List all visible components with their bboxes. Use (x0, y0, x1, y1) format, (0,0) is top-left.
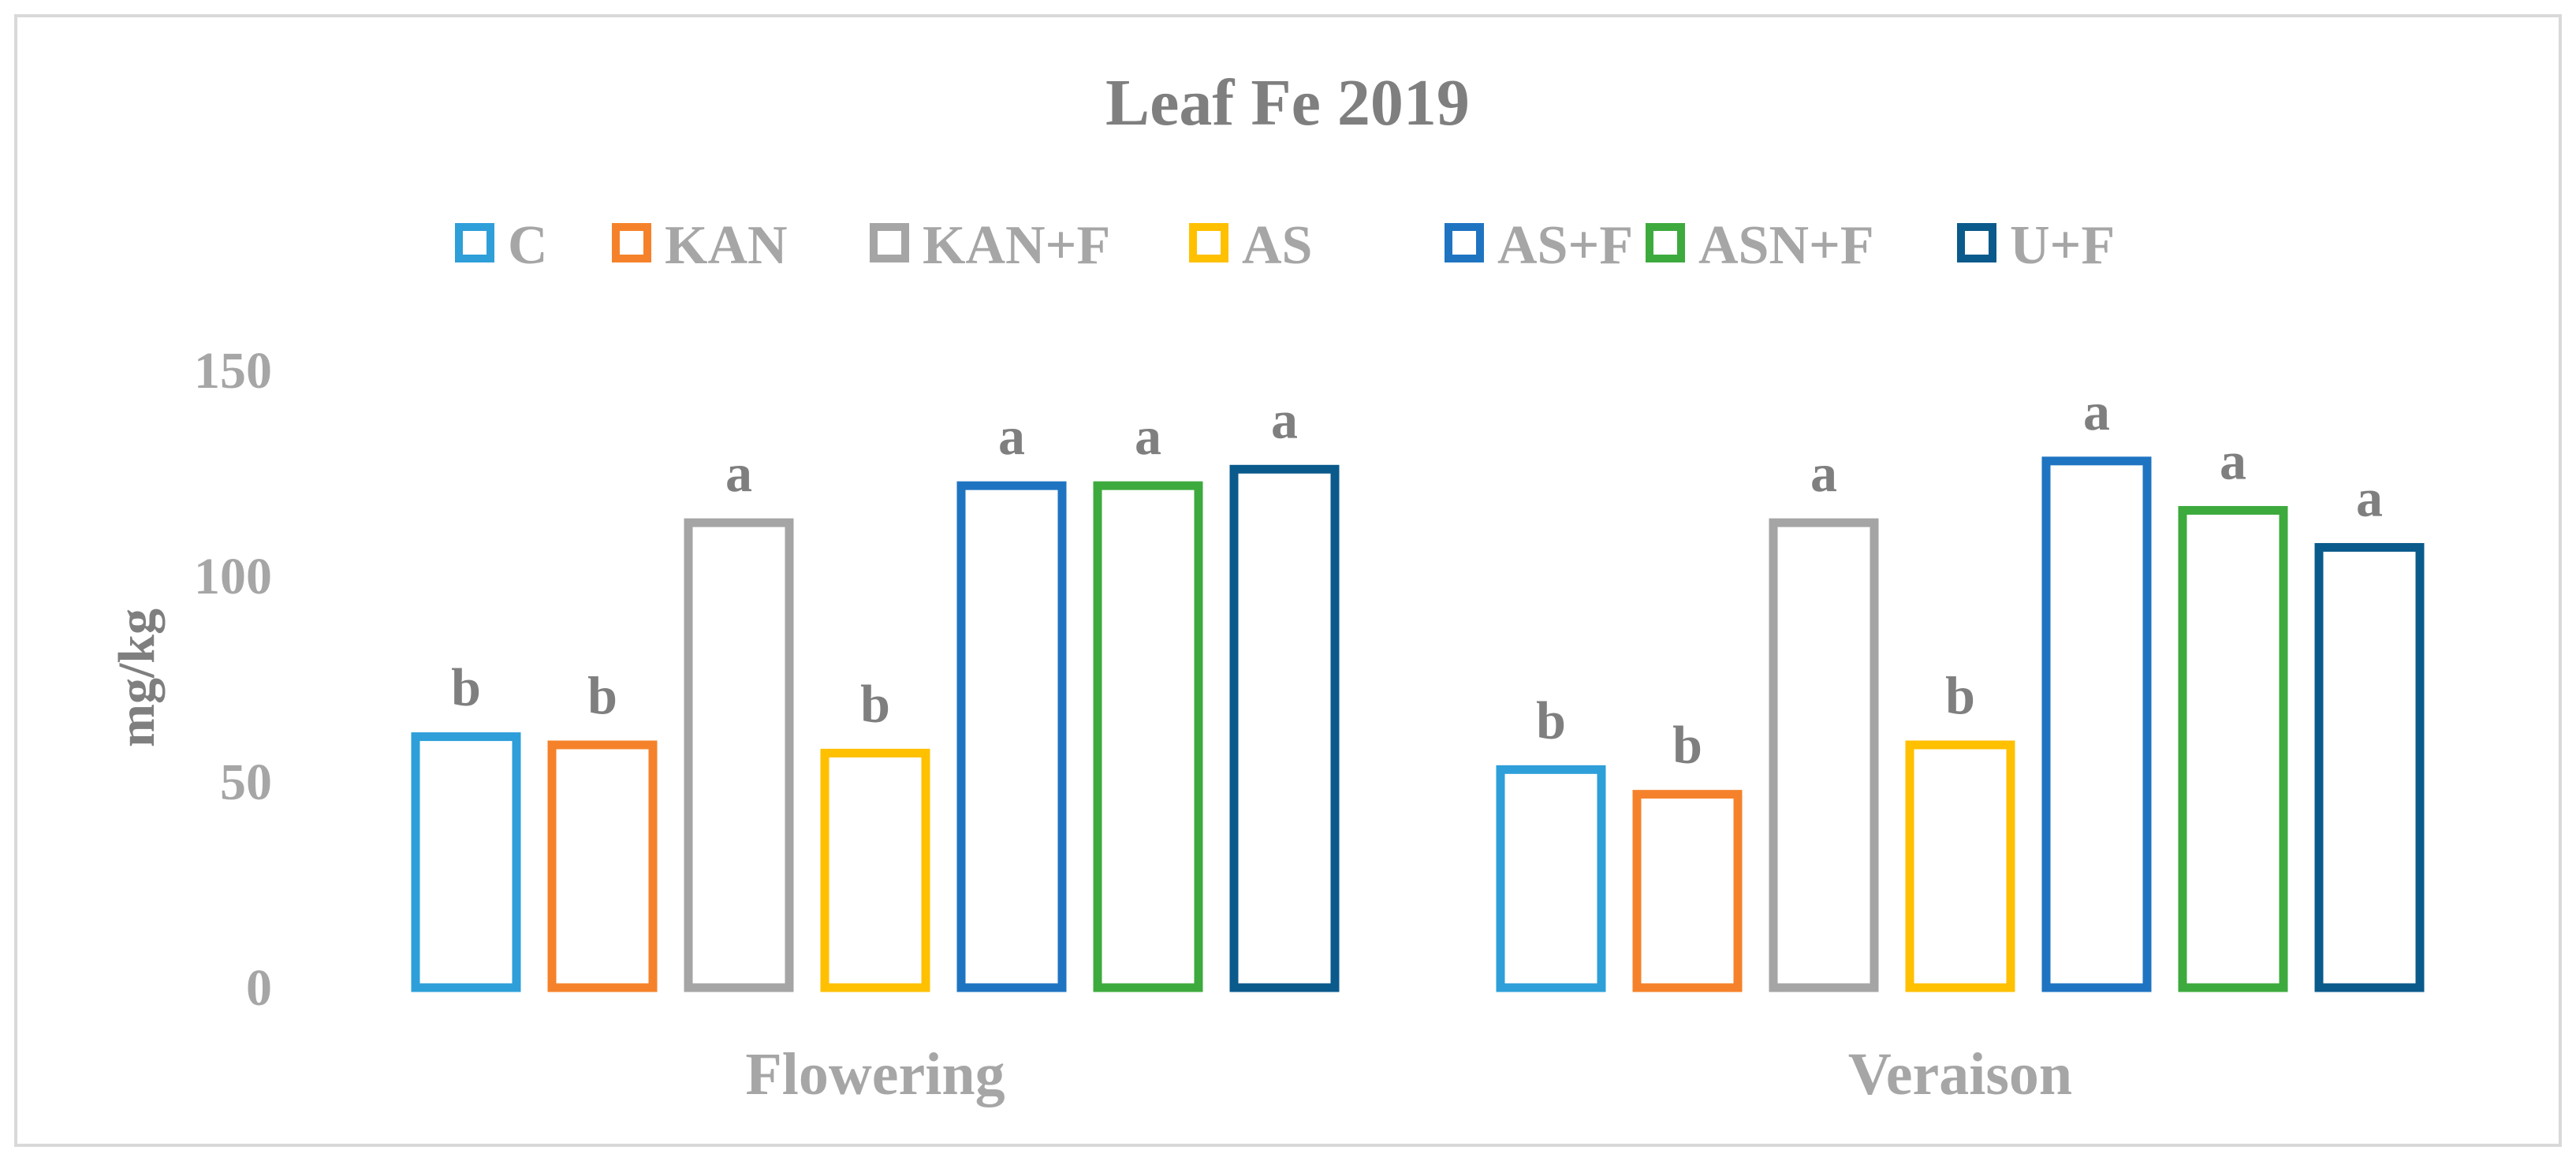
legend-label: U+F (2010, 215, 2115, 276)
plot-area: b b a b a a a b b a b a a a (411, 382, 2425, 992)
bar (547, 740, 658, 992)
bar (1769, 518, 1879, 992)
bar (956, 481, 1067, 992)
legend-label: KAN (665, 215, 788, 276)
significance-letter: a (998, 406, 1025, 466)
legend-label: AS+F (1497, 215, 1633, 276)
legend-swatch (1445, 223, 1484, 262)
bar (1632, 790, 1743, 992)
significance-letter: a (1135, 406, 1161, 466)
legend-swatch (1189, 223, 1228, 262)
significance-letter: b (1536, 690, 1566, 750)
y-tick-label: 0 (246, 959, 272, 1017)
legend-swatch (1646, 223, 1685, 262)
significance-letter: b (587, 665, 617, 725)
bar (2178, 505, 2288, 992)
bar (1229, 464, 1340, 992)
significance-letter: b (1945, 665, 1975, 725)
y-axis-label: mg/kg (108, 609, 166, 747)
bar (2041, 456, 2152, 992)
x-category-label: Flowering (745, 1041, 1005, 1107)
bar (684, 518, 794, 992)
legend-swatch (455, 223, 494, 262)
bar (820, 748, 930, 992)
legend-label: ASN+F (1698, 215, 1874, 276)
bar (411, 732, 521, 992)
significance-letter: a (2356, 467, 2383, 527)
bar (2314, 542, 2425, 992)
legend: C KAN KAN+F AS AS+F ASN+F U+F (455, 215, 2115, 276)
significance-letter: a (2083, 382, 2110, 441)
significance-letter: a (725, 443, 752, 503)
x-axis: Flowering Veraison (745, 1041, 2072, 1107)
legend-label: KAN+F (923, 215, 1110, 276)
significance-letter: b (860, 673, 890, 733)
bar (1093, 481, 1203, 992)
significance-letter: a (2220, 430, 2246, 490)
legend-label: AS (1242, 215, 1312, 276)
bar (1905, 740, 2015, 992)
y-tick-label: 100 (194, 548, 272, 605)
y-axis: 0 50 100 150 (194, 342, 272, 1017)
x-category-label: Veraison (1848, 1041, 2072, 1107)
bar (1496, 765, 1606, 992)
chart-title: Leaf Fe 2019 (1105, 66, 1470, 140)
legend-label: C (508, 215, 548, 276)
legend-swatch (612, 223, 651, 262)
significance-letter: b (1672, 715, 1702, 775)
significance-letter: b (451, 657, 481, 717)
legend-swatch (870, 223, 909, 262)
significance-letter: a (1810, 443, 1837, 503)
significance-letter: a (1271, 389, 1298, 449)
legend-swatch (1957, 223, 1996, 262)
y-tick-label: 150 (194, 342, 272, 400)
y-tick-label: 50 (220, 754, 272, 811)
